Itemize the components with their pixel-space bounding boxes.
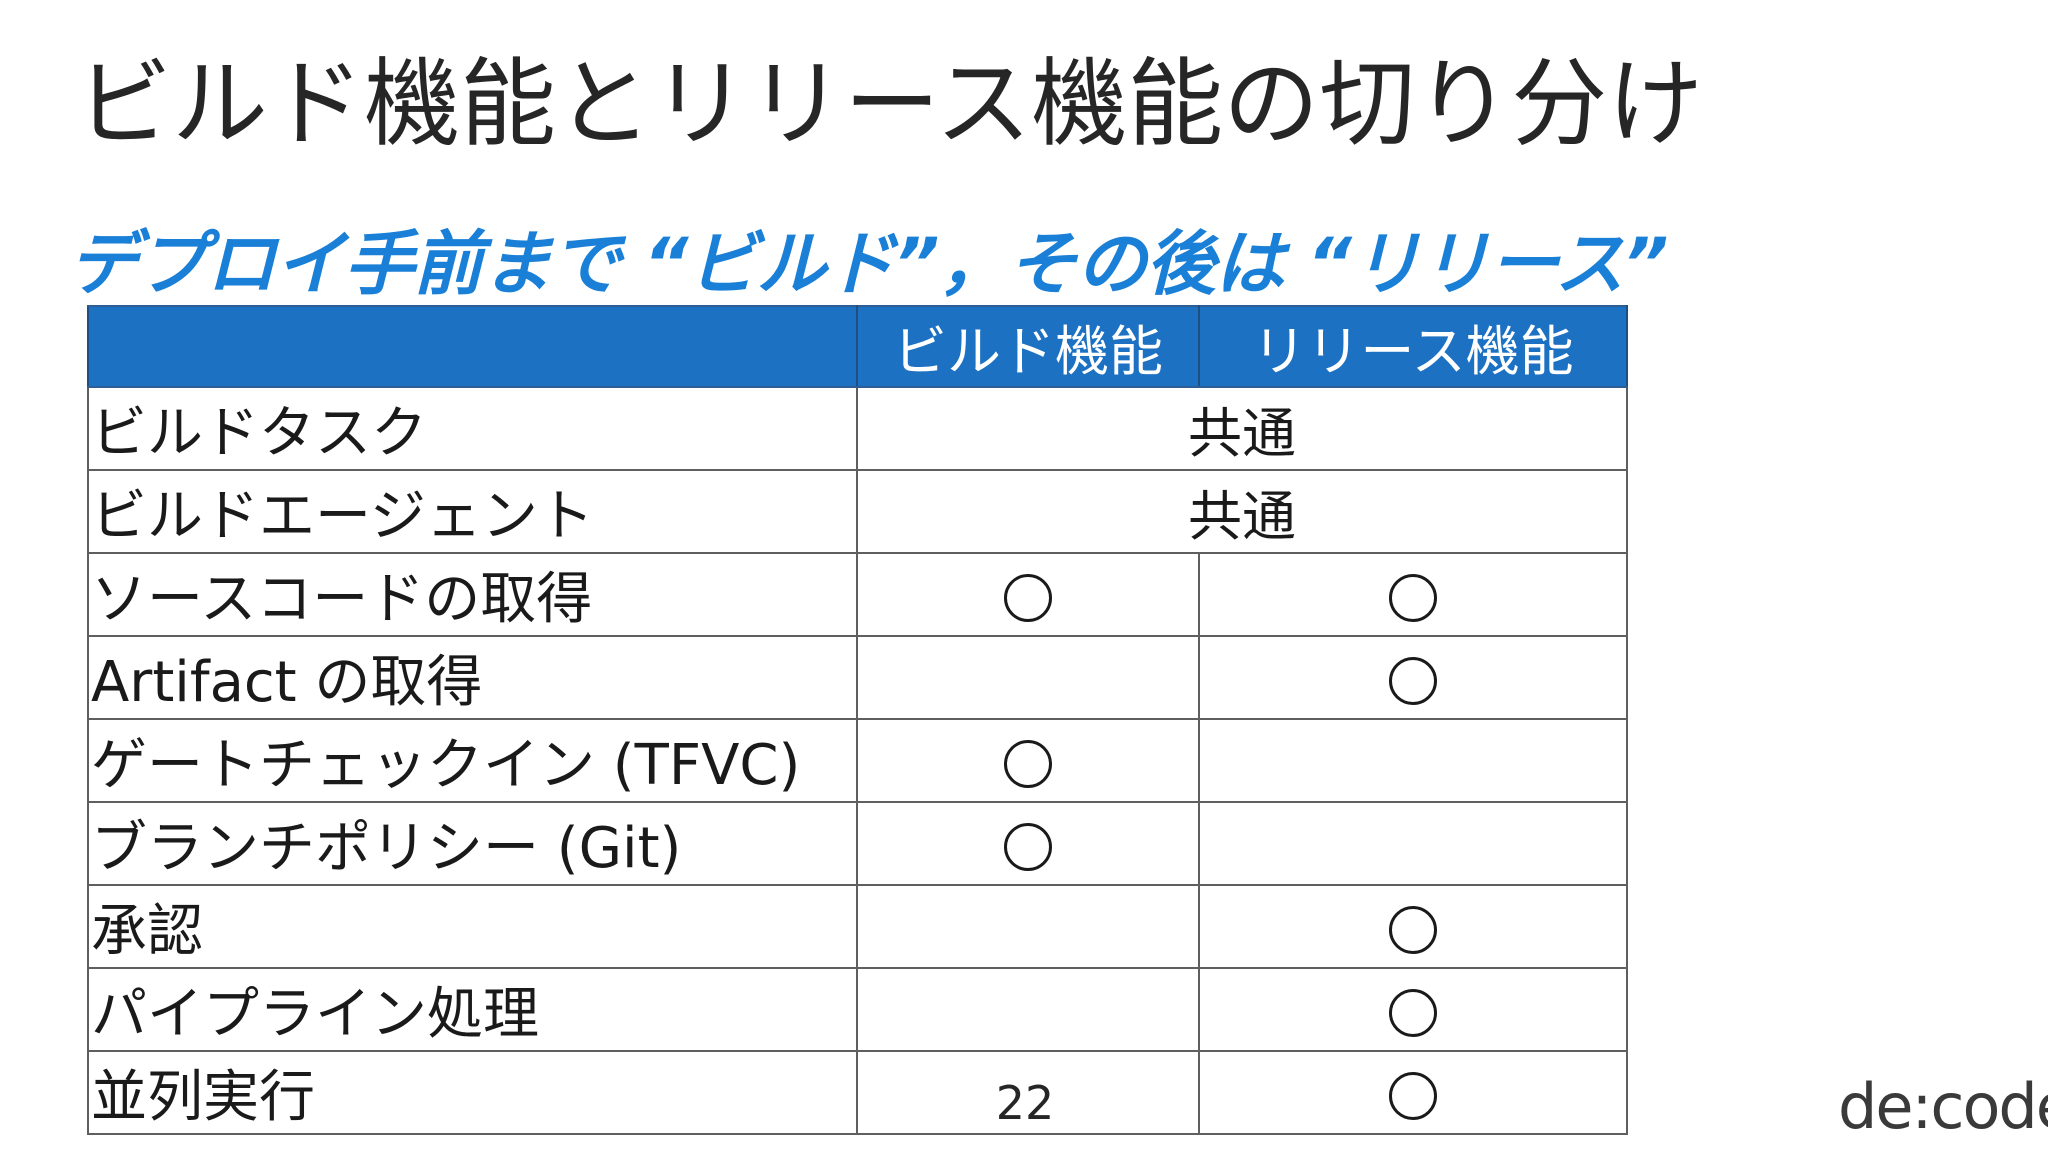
table-row: 承認 bbox=[87, 884, 1628, 969]
header-build-feature: ビルド機能 bbox=[856, 305, 1200, 388]
build-mark-cell bbox=[856, 884, 1200, 969]
build-mark-cell bbox=[856, 801, 1200, 886]
table-row: ブランチポリシー (Git) bbox=[87, 801, 1628, 886]
build-mark-cell bbox=[856, 635, 1200, 720]
slide-subtitle: デプロイ手前まで “ビルド”，その後は “リリース” bbox=[68, 223, 1669, 305]
release-mark-cell bbox=[1198, 967, 1628, 1052]
release-mark-cell bbox=[1198, 884, 1628, 969]
circle-mark-icon bbox=[1004, 574, 1052, 623]
table-row: ビルドタスク 共通 bbox=[87, 386, 1628, 471]
table-row: Artifact の取得 bbox=[87, 635, 1628, 720]
circle-mark-icon bbox=[1389, 657, 1437, 706]
slide-title: ビルド機能とリリース機能の切り分け bbox=[76, 48, 1704, 160]
table-row: ゲートチェックイン (TFVC) bbox=[87, 718, 1628, 803]
circle-mark-icon bbox=[1389, 574, 1437, 623]
release-mark-cell bbox=[1198, 635, 1628, 720]
decode-logo: de:code bbox=[1838, 1070, 2048, 1143]
table-header-row: ビルド機能 リリース機能 bbox=[87, 305, 1628, 388]
shared-cell: 共通 bbox=[856, 386, 1628, 471]
feature-comparison-table: ビルド機能 リリース機能 ビルドタスク 共通 ビルドエージェント 共通 ソースコ… bbox=[87, 305, 1628, 1135]
row-label-parallel: 並列実行 bbox=[87, 1050, 858, 1135]
build-mark-cell bbox=[856, 1050, 1200, 1135]
row-label-pipeline: パイプライン処理 bbox=[87, 967, 858, 1052]
release-mark-cell bbox=[1198, 801, 1628, 886]
row-label-branch-policy: ブランチポリシー (Git) bbox=[87, 801, 858, 886]
table-row: パイプライン処理 bbox=[87, 967, 1628, 1052]
table-row: ソースコードの取得 bbox=[87, 552, 1628, 637]
row-label-gated-checkin: ゲートチェックイン (TFVC) bbox=[87, 718, 858, 803]
page-number: 22 bbox=[995, 1076, 1055, 1130]
table-row: ビルドエージェント 共通 bbox=[87, 469, 1628, 554]
build-mark-cell bbox=[856, 967, 1200, 1052]
row-label-build-task: ビルドタスク bbox=[87, 386, 858, 471]
header-release-feature: リリース機能 bbox=[1198, 305, 1628, 388]
circle-mark-icon bbox=[1004, 740, 1052, 789]
row-label-artifact: Artifact の取得 bbox=[87, 635, 858, 720]
release-mark-cell bbox=[1198, 718, 1628, 803]
release-mark-cell bbox=[1198, 552, 1628, 637]
build-mark-cell bbox=[856, 718, 1200, 803]
row-label-approval: 承認 bbox=[87, 884, 858, 969]
header-empty-cell bbox=[87, 305, 858, 388]
circle-mark-icon bbox=[1389, 989, 1437, 1038]
shared-cell: 共通 bbox=[856, 469, 1628, 554]
circle-mark-icon bbox=[1389, 1072, 1437, 1121]
row-label-source-code: ソースコードの取得 bbox=[87, 552, 858, 637]
row-label-build-agent: ビルドエージェント bbox=[87, 469, 858, 554]
table-row: 並列実行 bbox=[87, 1050, 1628, 1135]
release-mark-cell bbox=[1198, 1050, 1628, 1135]
build-mark-cell bbox=[856, 552, 1200, 637]
circle-mark-icon bbox=[1389, 906, 1437, 955]
circle-mark-icon bbox=[1004, 823, 1052, 872]
